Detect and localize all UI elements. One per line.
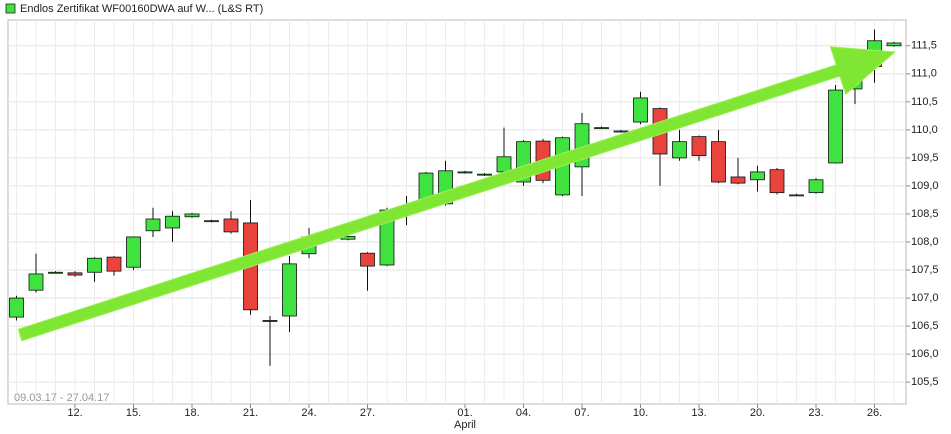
x-tick-label: 21. (243, 407, 258, 419)
candle-body (750, 171, 765, 181)
candle-body (691, 136, 707, 157)
y-tick-label: 109,0 (911, 180, 939, 192)
candle-body (828, 89, 843, 164)
candle-body (165, 215, 180, 229)
candle-body (457, 171, 473, 174)
candle-body (9, 297, 24, 318)
x-tick-label: 18. (184, 407, 199, 419)
x-tick-label: 26. (867, 407, 882, 419)
x-tick-label: 01. (457, 407, 472, 419)
y-tick-label: 110,0 (911, 124, 938, 136)
y-tick-label: 111,0 (911, 68, 937, 80)
candle-body (730, 176, 746, 184)
x-tick-label: 04. (516, 407, 531, 419)
month-label: April (454, 419, 476, 431)
candle-body (711, 141, 726, 183)
y-tick-label: 107,0 (911, 292, 939, 304)
candle-body (594, 127, 609, 130)
chart-title: Endlos Zertifikat WF00160DWA auf W... (L… (20, 3, 263, 15)
candle-body (184, 213, 200, 218)
legend-swatch (5, 3, 16, 14)
x-tick-label: 24. (301, 407, 316, 419)
candle-body (28, 273, 44, 291)
candle-body (360, 252, 375, 267)
date-range: 09.03.17 - 27.04.17 (14, 392, 109, 404)
candle-body (808, 179, 824, 194)
candle-body (477, 173, 492, 176)
x-tick-label: 07. (574, 407, 589, 419)
candle-body (282, 263, 297, 317)
x-tick-label: 15. (126, 407, 141, 419)
x-tick-label: 13. (691, 407, 706, 419)
x-tick-label: 12. (67, 407, 82, 419)
candle-body (106, 256, 122, 272)
candle-body (204, 220, 219, 223)
candle-body (48, 271, 63, 274)
candle-body (789, 194, 804, 197)
x-tick-label: 10. (633, 407, 648, 419)
candle-body (126, 236, 141, 268)
x-tick-label: 20. (750, 407, 765, 419)
candle-body (886, 42, 902, 47)
trend-arrow (17, 46, 897, 342)
grid (8, 20, 906, 404)
candle-body (87, 257, 102, 273)
candle-body (223, 218, 239, 233)
y-tick-label: 110,5 (911, 96, 938, 108)
y-tick-label: 106,5 (911, 320, 939, 332)
candle-body (672, 141, 687, 159)
y-tick-label: 108,5 (911, 208, 939, 220)
y-tick-label: 111,5 (911, 40, 937, 52)
y-tick-label: 108,0 (911, 236, 939, 248)
y-tick-label: 109,5 (911, 152, 939, 164)
candle-body (67, 272, 83, 276)
y-tick-label: 106,0 (911, 348, 939, 360)
candle-body (613, 130, 629, 133)
candle-body (145, 218, 161, 232)
candle-body (769, 169, 785, 194)
y-tick-label: 105,5 (911, 376, 939, 388)
candle-body (262, 320, 278, 322)
x-tick-label: 23. (808, 407, 823, 419)
y-tick-label: 107,5 (911, 264, 939, 276)
candle-body (496, 156, 512, 173)
x-tick-label: 27. (360, 407, 375, 419)
candle-body (633, 97, 648, 123)
plot-area (7, 19, 907, 405)
